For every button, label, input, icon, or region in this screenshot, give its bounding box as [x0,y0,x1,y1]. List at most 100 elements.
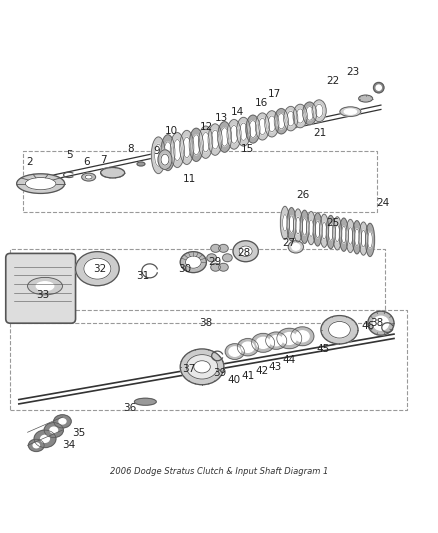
Ellipse shape [226,119,240,149]
Circle shape [373,83,383,93]
Text: 12: 12 [199,122,212,132]
Ellipse shape [161,154,169,165]
Ellipse shape [345,220,354,253]
Ellipse shape [314,221,319,238]
Ellipse shape [343,109,356,114]
Ellipse shape [33,443,39,448]
Ellipse shape [256,337,269,349]
Ellipse shape [229,347,240,356]
Text: 31: 31 [136,271,149,281]
Ellipse shape [198,126,212,158]
Ellipse shape [269,336,282,346]
Ellipse shape [28,439,44,451]
Ellipse shape [210,245,220,252]
Text: 24: 24 [376,198,389,208]
Text: 9: 9 [152,146,159,156]
Ellipse shape [249,120,256,138]
Ellipse shape [186,354,217,379]
Ellipse shape [280,206,289,239]
Ellipse shape [325,215,335,248]
Text: 2: 2 [26,157,33,167]
Text: 41: 41 [240,370,254,381]
Ellipse shape [367,311,393,335]
Ellipse shape [306,212,315,245]
Ellipse shape [293,104,307,128]
Text: 6: 6 [83,157,89,167]
Ellipse shape [211,130,219,149]
Ellipse shape [312,213,321,246]
Ellipse shape [293,209,302,242]
Ellipse shape [44,423,63,438]
Text: 40: 40 [227,375,240,385]
Text: 44: 44 [282,356,295,365]
Ellipse shape [289,216,293,232]
Ellipse shape [276,328,301,349]
Text: 22: 22 [325,76,339,86]
Ellipse shape [173,140,181,160]
Text: 17: 17 [267,89,280,99]
Text: 42: 42 [254,366,268,376]
Ellipse shape [84,258,111,279]
Ellipse shape [311,100,325,122]
Ellipse shape [295,331,308,342]
Ellipse shape [170,133,184,167]
Ellipse shape [180,252,206,272]
Text: 27: 27 [282,238,295,247]
Text: 21: 21 [312,128,326,139]
Ellipse shape [85,175,92,179]
Ellipse shape [367,232,371,248]
Ellipse shape [286,111,294,126]
Ellipse shape [339,218,348,251]
Ellipse shape [210,263,220,271]
Ellipse shape [354,229,358,246]
Text: 28: 28 [237,248,250,259]
Ellipse shape [180,349,223,385]
Ellipse shape [100,167,124,178]
Ellipse shape [137,162,145,166]
Ellipse shape [328,321,350,338]
Ellipse shape [206,254,216,262]
Ellipse shape [189,128,203,161]
Text: 5: 5 [66,150,72,160]
Text: 8: 8 [127,144,133,154]
Ellipse shape [183,137,190,158]
Ellipse shape [258,118,265,135]
Ellipse shape [277,114,284,129]
Text: 45: 45 [315,344,329,354]
Ellipse shape [268,116,275,132]
Ellipse shape [283,107,297,131]
Ellipse shape [193,361,210,373]
Ellipse shape [251,334,274,352]
Ellipse shape [222,254,232,262]
Ellipse shape [236,117,250,146]
Ellipse shape [25,177,56,190]
Ellipse shape [41,435,49,442]
Ellipse shape [208,124,222,155]
Ellipse shape [302,219,306,235]
Ellipse shape [291,244,299,250]
Text: 10: 10 [165,126,178,136]
Ellipse shape [288,241,303,253]
Ellipse shape [218,245,228,252]
Ellipse shape [217,122,231,152]
Ellipse shape [302,102,316,125]
Text: 34: 34 [62,440,75,450]
Ellipse shape [164,142,171,164]
Ellipse shape [218,263,228,271]
Text: 32: 32 [93,264,106,273]
Ellipse shape [341,227,345,243]
Ellipse shape [59,419,66,424]
Ellipse shape [314,104,322,117]
Ellipse shape [53,415,71,428]
Ellipse shape [158,150,172,169]
Ellipse shape [225,344,244,359]
Ellipse shape [328,224,332,240]
Ellipse shape [233,241,258,262]
Ellipse shape [286,208,295,241]
Ellipse shape [241,342,254,352]
Ellipse shape [296,109,303,123]
Ellipse shape [50,427,57,433]
Text: 37: 37 [182,364,195,374]
Ellipse shape [75,252,119,286]
Text: 13: 13 [215,113,228,123]
